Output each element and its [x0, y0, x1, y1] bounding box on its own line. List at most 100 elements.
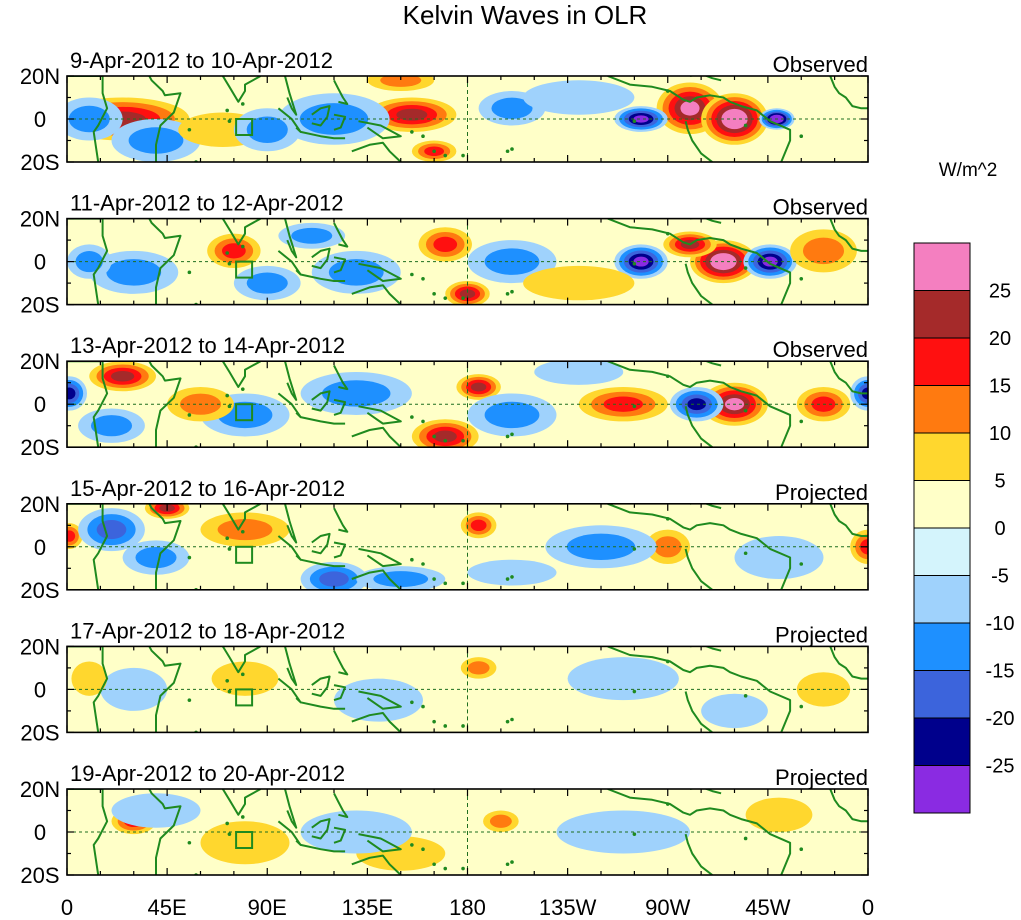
coastline: [829, 218, 868, 252]
colorbar-label: -5: [991, 566, 1009, 588]
region-marker: [235, 118, 254, 136]
island: [421, 847, 425, 851]
coastline: [67, 361, 109, 448]
coastline: [333, 507, 349, 533]
coastline: [277, 677, 302, 704]
positive-anomaly-contour: [200, 821, 290, 865]
coastline: [277, 535, 302, 561]
coastline: [607, 789, 792, 875]
panel-5: 17-Apr-2012 to 18-Apr-2012 Projected 20N 0 2…: [20, 618, 869, 745]
positive-anomaly-contour: [396, 108, 428, 121]
colorbar-label: 15: [989, 376, 1011, 398]
coastline: [351, 141, 402, 162]
colorbar-swatch: [913, 575, 971, 624]
positive-anomaly-contour: [217, 519, 273, 541]
panel-1: 9-Apr-2012 to 10-Apr-2012 Observed 20N 0 20S: [20, 48, 869, 175]
island: [432, 434, 436, 439]
coastline: [358, 262, 402, 282]
island: [743, 123, 748, 128]
latitude-label: 20S: [20, 435, 59, 460]
coastlines: [67, 218, 868, 305]
coastline: [690, 646, 722, 652]
positive-anomaly-contour: [380, 76, 422, 87]
coastline: [689, 503, 722, 510]
coastline: [333, 792, 349, 818]
coastline: [311, 818, 331, 840]
colorbar-swatch: [913, 670, 971, 719]
coastline: [333, 684, 347, 702]
coastline: [333, 79, 349, 105]
coastline: [300, 701, 346, 710]
panel-4: 15-Apr-2012 to 16-Apr-2012 Projected 20N 0 2…: [20, 476, 869, 603]
coastline: [221, 789, 262, 816]
island: [421, 704, 425, 709]
island: [227, 547, 232, 551]
coastline: [333, 541, 347, 559]
longitude-label: 135W: [539, 895, 597, 920]
coastline: [829, 361, 868, 395]
coastline: [684, 406, 713, 448]
latitude-label: 0: [34, 820, 46, 845]
island: [510, 289, 514, 294]
coastline: [351, 284, 402, 305]
island: [461, 581, 465, 586]
coastline: [333, 650, 349, 676]
coastline: [277, 250, 302, 276]
island: [505, 434, 510, 439]
negative-anomaly-contour: [491, 97, 533, 119]
island: [510, 147, 514, 151]
coastlines: [67, 503, 868, 590]
coastline: [829, 503, 868, 537]
negative-anomaly-contour: [484, 401, 540, 429]
island: [410, 272, 414, 277]
island: [410, 415, 414, 419]
coastline: [311, 247, 331, 270]
coastline: [333, 113, 347, 131]
latitude-label: 20S: [20, 863, 59, 888]
positive-anomaly-contour: [745, 797, 813, 832]
island: [187, 698, 192, 702]
latitude-label: 20N: [20, 634, 60, 659]
island: [665, 231, 670, 236]
island: [240, 244, 245, 249]
coastline: [684, 120, 713, 162]
colorbar-label: -20: [986, 708, 1015, 730]
latitude-label: 0: [34, 392, 46, 417]
negative-anomaly-contour: [291, 227, 333, 244]
negative-anomaly-contour: [701, 693, 768, 729]
coastline: [311, 390, 331, 412]
colorbar: W/m^2 25 20 15 10 5 0 -5 -10 -15 -20 -25: [913, 160, 1015, 814]
colorbar-label: 10: [989, 423, 1011, 445]
positive-anomaly-contour: [459, 289, 476, 299]
island: [227, 689, 232, 694]
island: [665, 89, 670, 93]
colorbar-label: 25: [989, 281, 1011, 303]
region-marker: [235, 688, 254, 707]
island: [432, 719, 436, 724]
panel-status: Projected: [775, 622, 868, 647]
negative-anomaly-contour: [567, 657, 679, 701]
panel-2: 11-Apr-2012 to 12-Apr-2012 Observed 20N 0 20…: [20, 191, 869, 318]
island: [240, 387, 245, 391]
colorbar-units: W/m^2: [939, 160, 998, 181]
island: [432, 292, 436, 296]
coastline: [684, 691, 713, 733]
olr-anomaly-field: [67, 503, 868, 590]
region-marker: [235, 260, 254, 279]
negative-anomaly-contour: [67, 387, 76, 400]
island: [461, 438, 465, 443]
island: [443, 296, 448, 300]
island: [225, 536, 229, 540]
coastline: [358, 405, 402, 425]
positive-anomaly-contour: [222, 243, 246, 259]
island: [665, 802, 670, 806]
coastline: [277, 392, 302, 419]
x-axis-ticks: 0 45E 90E 135E 180 135W 90W 45W 0: [61, 895, 874, 920]
island: [799, 419, 804, 424]
coastline: [333, 256, 347, 274]
latitude-label: 0: [34, 677, 46, 702]
island: [240, 529, 245, 534]
longitude-label: 90W: [645, 895, 690, 920]
coastline: [148, 789, 182, 875]
